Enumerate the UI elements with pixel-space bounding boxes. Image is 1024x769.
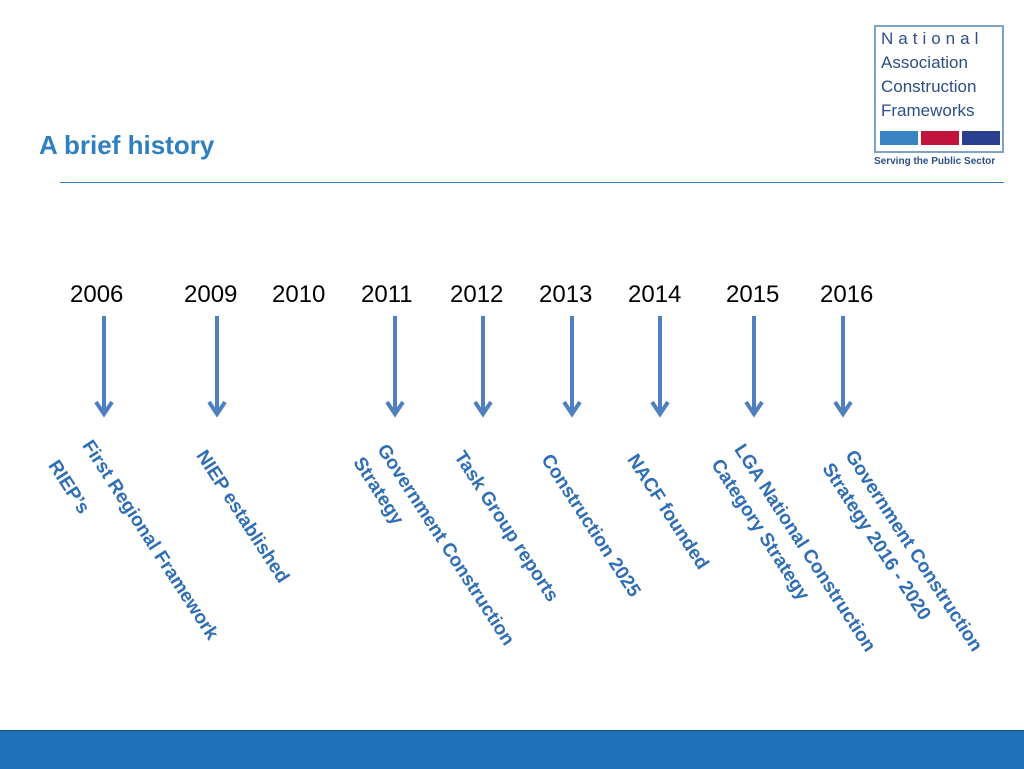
down-arrow-icon [744,316,764,418]
event-2011-line-1: Government Construction [372,440,519,650]
logo-line-4: Frameworks [881,101,975,120]
year-2014: 2014 [628,281,682,308]
logo-tagline: Serving the Public Sector [874,156,996,167]
nacf-logo: National Association Construction Framew… [874,25,1004,153]
year-2009: 2009 [184,281,238,308]
down-arrow-icon [94,316,114,418]
page-title: A brief history [39,130,215,160]
logo-bar-navy [962,131,1000,145]
down-arrow-icon [207,316,227,418]
title-divider [60,182,1004,183]
year-2013: 2013 [539,281,593,308]
year-2006: 2006 [70,281,124,308]
logo-line-3: Construction [881,77,977,96]
year-2015: 2015 [726,281,780,308]
logo-line-1: National [881,29,984,48]
event-2006-line-2: RIEP’s [43,456,94,518]
logo-bar-blue [880,131,918,145]
logo-bar-red [921,131,959,145]
year-2010: 2010 [272,281,326,308]
down-arrow-icon [473,316,493,418]
down-arrow-icon [385,316,405,418]
footer-bar [0,730,1024,769]
year-2016: 2016 [820,281,874,308]
down-arrow-icon [650,316,670,418]
event-2009: NIEP established [191,446,293,587]
year-2011: 2011 [361,281,413,308]
logo-line-2: Association [881,53,968,72]
down-arrow-icon [562,316,582,418]
year-2012: 2012 [450,281,504,308]
down-arrow-icon [833,316,853,418]
event-2014: NACF founded [622,450,713,574]
